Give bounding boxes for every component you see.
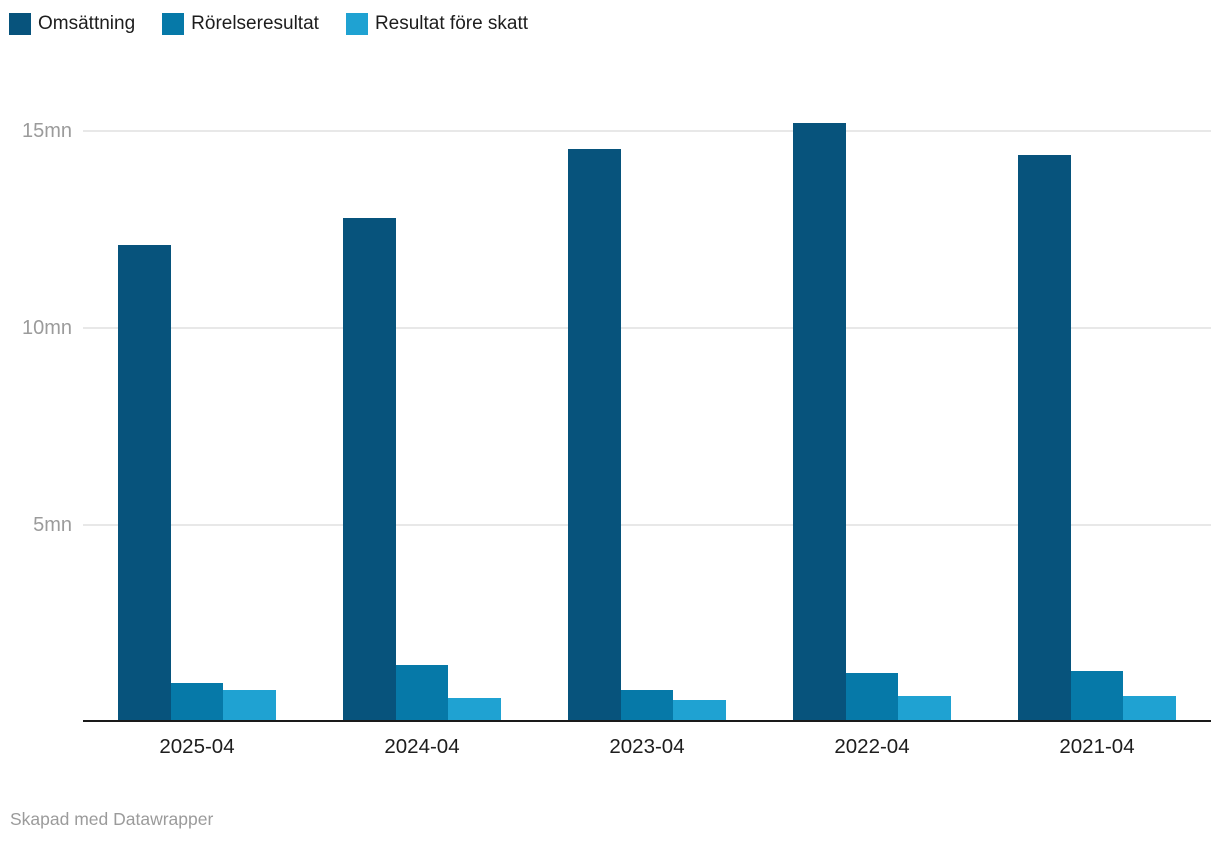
bar-omsattning-2023-04[interactable] bbox=[568, 148, 621, 722]
legend-swatch-icon bbox=[9, 13, 31, 35]
y-axis: 5mn 10mn 15mn bbox=[0, 82, 72, 722]
x-axis-baseline bbox=[83, 719, 1211, 722]
gridline-10mn bbox=[83, 327, 1211, 329]
gridline-15mn bbox=[83, 130, 1211, 132]
x-axis-tick-label: 2022-04 bbox=[834, 735, 910, 758]
legend-swatch-icon bbox=[162, 13, 185, 35]
bar-omsattning-2021-04[interactable] bbox=[1018, 154, 1071, 722]
x-axis-tick-label: 2025-04 bbox=[159, 735, 235, 758]
x-axis-tick-label: 2023-04 bbox=[609, 735, 685, 758]
bar-omsattning-2022-04[interactable] bbox=[793, 123, 846, 722]
legend-item-resultat-fore-skatt: Resultat före skatt bbox=[345, 13, 529, 35]
bar-group-2024-04 bbox=[343, 82, 502, 722]
bar-rorelseresultat-2024-04[interactable] bbox=[395, 664, 449, 722]
legend-label: Omsättning bbox=[38, 13, 136, 34]
legend-label: Resultat före skatt bbox=[374, 13, 529, 34]
bar-rorelseresultat-2025-04[interactable] bbox=[170, 682, 224, 722]
y-axis-tick-label: 5mn bbox=[33, 514, 72, 536]
bar-omsattning-2025-04[interactable] bbox=[118, 245, 171, 722]
legend-label: Rörelseresultat bbox=[191, 13, 319, 34]
chart-footer: Skapad med Datawrapper bbox=[10, 809, 213, 830]
y-axis-tick-label: 10mn bbox=[21, 317, 72, 339]
chart-legend: Omsättning Rörelseresultat Resultat före s… bbox=[9, 13, 528, 35]
bar-rorelseresultat-2021-04[interactable] bbox=[1070, 670, 1124, 722]
bar-resultat-fore-skatt-2025-04[interactable] bbox=[223, 690, 277, 722]
x-axis-tick-label: 2021-04 bbox=[1059, 735, 1135, 758]
x-axis-tick-label: 2024-04 bbox=[384, 735, 460, 758]
datawrapper-credit: Skapad med Datawrapper bbox=[10, 809, 214, 829]
bar-resultat-fore-skatt-2024-04[interactable] bbox=[448, 698, 502, 722]
bar-group-2021-04 bbox=[1018, 82, 1177, 722]
bar-resultat-fore-skatt-2022-04[interactable] bbox=[898, 696, 952, 722]
bar-rorelseresultat-2023-04[interactable] bbox=[620, 690, 674, 722]
y-axis-tick-label: 15mn bbox=[21, 120, 72, 142]
plot-area bbox=[83, 82, 1211, 722]
bar-group-2025-04 bbox=[118, 82, 277, 722]
legend-item-rorelseresultat: Rörelseresultat bbox=[162, 13, 319, 35]
bar-resultat-fore-skatt-2023-04[interactable] bbox=[673, 700, 727, 722]
bar-resultat-fore-skatt-2021-04[interactable] bbox=[1123, 696, 1177, 722]
legend-swatch-icon bbox=[345, 13, 368, 35]
gridline-5mn bbox=[83, 524, 1211, 526]
bar-rorelseresultat-2022-04[interactable] bbox=[845, 672, 899, 722]
bar-group-2023-04 bbox=[568, 82, 727, 722]
x-axis: 2025-04 2024-04 2023-04 2022-04 2021-04 bbox=[83, 722, 1211, 762]
legend-item-omsattning: Omsättning bbox=[9, 13, 135, 35]
bar-omsattning-2024-04[interactable] bbox=[343, 217, 396, 722]
bar-group-2022-04 bbox=[793, 82, 952, 722]
